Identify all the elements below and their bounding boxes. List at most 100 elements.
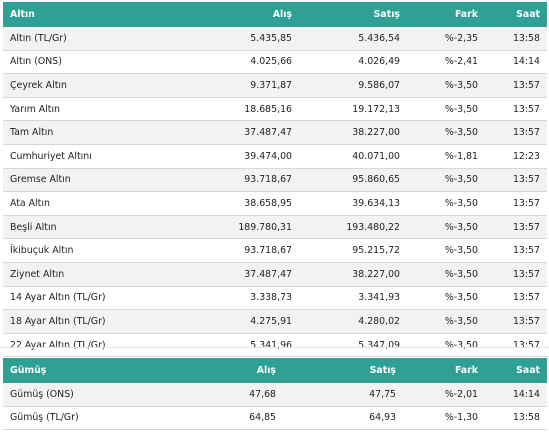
- gold-header-name[interactable]: Altın: [3, 2, 121, 27]
- update-time: 13:57: [485, 168, 547, 193]
- table-row[interactable]: Altın (ONS) 4.025,66 4.026,49 %-2,41 14:14: [3, 50, 547, 75]
- silver-header-buy[interactable]: Alış: [121, 358, 283, 383]
- gold-header-time[interactable]: Saat: [485, 2, 547, 27]
- buy-price: 37.487,47: [121, 262, 299, 287]
- sell-price: 193.480,22: [299, 215, 407, 240]
- instrument-name: Çeyrek Altın: [3, 73, 121, 98]
- table-row[interactable]: Gremse Altın 93.718,67 95.860,65 %-3,50 13:5…: [3, 168, 547, 193]
- change-percent: %-3,50: [407, 238, 485, 263]
- silver-header-time[interactable]: Saat: [485, 358, 547, 383]
- table-row[interactable]: Gümüş (ONS) 47,68 47,75 %-2,01 14:14: [3, 383, 547, 407]
- sell-price: 3.341,93: [299, 286, 407, 311]
- table-row[interactable]: Ata Altın 38.658,95 39.634,13 %-3,50 13:57: [3, 191, 547, 216]
- silver-header-change[interactable]: Fark: [403, 358, 485, 383]
- table-row[interactable]: Altın (TL/Gr) 5.435,85 5.436,54 %-2,35 13:58: [3, 27, 547, 51]
- buy-price: 64,85: [121, 406, 283, 431]
- table-row[interactable]: Beşli Altın 189.780,31 193.480,22 %-3,50 13:…: [3, 215, 547, 240]
- table-row[interactable]: Gümüş (TL/Gr) 64,85 64,93 %-1,30 13:58: [3, 406, 547, 431]
- sell-price: 95.215,72: [299, 238, 407, 263]
- sell-price: 95.860,65: [299, 168, 407, 193]
- buy-price: 4.275,91: [121, 309, 299, 334]
- buy-price: 9.371,87: [121, 73, 299, 98]
- instrument-name: İkibuçuk Altın: [3, 238, 121, 263]
- table-row[interactable]: 14 Ayar Altın (TL/Gr) 3.338,73 3.341,93 %-3…: [3, 286, 547, 311]
- silver-header-name[interactable]: Gümüş: [3, 358, 121, 383]
- buy-price: 4.025,66: [121, 50, 299, 75]
- table-row[interactable]: Cumhuriyet Altını 39.474,00 40.071,00 %-1,8…: [3, 144, 547, 169]
- update-time: 12:23: [485, 144, 547, 169]
- silver-header-sell[interactable]: Satış: [283, 358, 403, 383]
- change-percent: %-3,50: [407, 262, 485, 287]
- instrument-name: Gremse Altın: [3, 168, 121, 193]
- gold-price-table: Altın Alış Satış Fark Saat Altın (TL/Gr)…: [3, 2, 547, 358]
- gold-header-buy[interactable]: Alış: [121, 2, 299, 27]
- buy-price: 93.718,67: [121, 168, 299, 193]
- table-row[interactable]: 22 Ayar Altın (TL/Gr) 5.341,96 5.347,09 %-3…: [3, 333, 547, 358]
- gold-header-row: Altın Alış Satış Fark Saat: [3, 2, 547, 27]
- update-time: 13:58: [485, 406, 547, 431]
- instrument-name: 18 Ayar Altın (TL/Gr): [3, 309, 121, 334]
- sell-price: 38.227,00: [299, 120, 407, 145]
- instrument-name: Ata Altın: [3, 191, 121, 216]
- buy-price: 38.658,95: [121, 191, 299, 216]
- change-percent: %-3,50: [407, 309, 485, 334]
- buy-price: 189.780,31: [121, 215, 299, 240]
- table-row[interactable]: 18 Ayar Altın (TL/Gr) 4.275,91 4.280,02 %-3…: [3, 309, 547, 334]
- section-divider: [0, 347, 549, 348]
- change-percent: %-2,35: [407, 27, 485, 51]
- change-percent: %-3,50: [407, 168, 485, 193]
- change-percent: %-3,50: [407, 97, 485, 122]
- instrument-name: Gümüş (ONS): [3, 383, 121, 407]
- gold-table-body: Altın (TL/Gr) 5.435,85 5.436,54 %-2,35 13:58…: [3, 27, 547, 358]
- change-percent: %-3,50: [407, 191, 485, 216]
- change-percent: %-3,50: [407, 73, 485, 98]
- table-row[interactable]: İkibuçuk Altın 93.718,67 95.215,72 %-3,50 13…: [3, 238, 547, 263]
- instrument-name: 14 Ayar Altın (TL/Gr): [3, 286, 121, 311]
- update-time: 13:57: [485, 73, 547, 98]
- instrument-name: Gümüş (TL/Gr): [3, 406, 121, 431]
- update-time: 13:57: [485, 191, 547, 216]
- buy-price: 93.718,67: [121, 238, 299, 263]
- change-percent: %-3,50: [407, 120, 485, 145]
- update-time: 13:57: [485, 309, 547, 334]
- instrument-name: Ziynet Altın: [3, 262, 121, 287]
- instrument-name: Yarım Altın: [3, 97, 121, 122]
- buy-price: 18.685,16: [121, 97, 299, 122]
- table-row[interactable]: Tam Altın 37.487,47 38.227,00 %-3,50 13:57: [3, 120, 547, 145]
- sell-price: 9.586,07: [299, 73, 407, 98]
- sell-price: 38.227,00: [299, 262, 407, 287]
- buy-price: 37.487,47: [121, 120, 299, 145]
- update-time: 13:57: [485, 262, 547, 287]
- instrument-name: Tam Altın: [3, 120, 121, 145]
- buy-price: 47,68: [121, 383, 283, 407]
- update-time: 13:57: [485, 286, 547, 311]
- sell-price: 39.634,13: [299, 191, 407, 216]
- buy-price: 3.338,73: [121, 286, 299, 311]
- update-time: 13:57: [485, 238, 547, 263]
- change-percent: %-1,81: [407, 144, 485, 169]
- instrument-name: Altın (TL/Gr): [3, 27, 121, 51]
- update-time: 13:57: [485, 97, 547, 122]
- buy-price: 39.474,00: [121, 144, 299, 169]
- buy-price: 5.435,85: [121, 27, 299, 51]
- change-percent: %-1,30: [403, 406, 485, 431]
- sell-price: 4.280,02: [299, 309, 407, 334]
- gold-header-change[interactable]: Fark: [407, 2, 485, 27]
- table-row[interactable]: Yarım Altın 18.685,16 19.172,13 %-3,50 13:57: [3, 97, 547, 122]
- change-percent: %-3,50: [407, 286, 485, 311]
- table-row[interactable]: Çeyrek Altın 9.371,87 9.586,07 %-3,50 13:57: [3, 73, 547, 98]
- update-time: 13:57: [485, 333, 547, 358]
- instrument-name: Altın (ONS): [3, 50, 121, 75]
- instrument-name: Beşli Altın: [3, 215, 121, 240]
- sell-price: 4.026,49: [299, 50, 407, 75]
- instrument-name: 22 Ayar Altın (TL/Gr): [3, 333, 121, 358]
- table-row[interactable]: Ziynet Altın 37.487,47 38.227,00 %-3,50 13:5…: [3, 262, 547, 287]
- instrument-name: Cumhuriyet Altını: [3, 144, 121, 169]
- update-time: 14:14: [485, 50, 547, 75]
- silver-header-row: Gümüş Alış Satış Fark Saat: [3, 358, 547, 383]
- change-percent: %-2,41: [407, 50, 485, 75]
- update-time: 13:58: [485, 27, 547, 51]
- gold-header-sell[interactable]: Satış: [299, 2, 407, 27]
- sell-price: 5.347,09: [299, 333, 407, 358]
- sell-price: 47,75: [283, 383, 403, 407]
